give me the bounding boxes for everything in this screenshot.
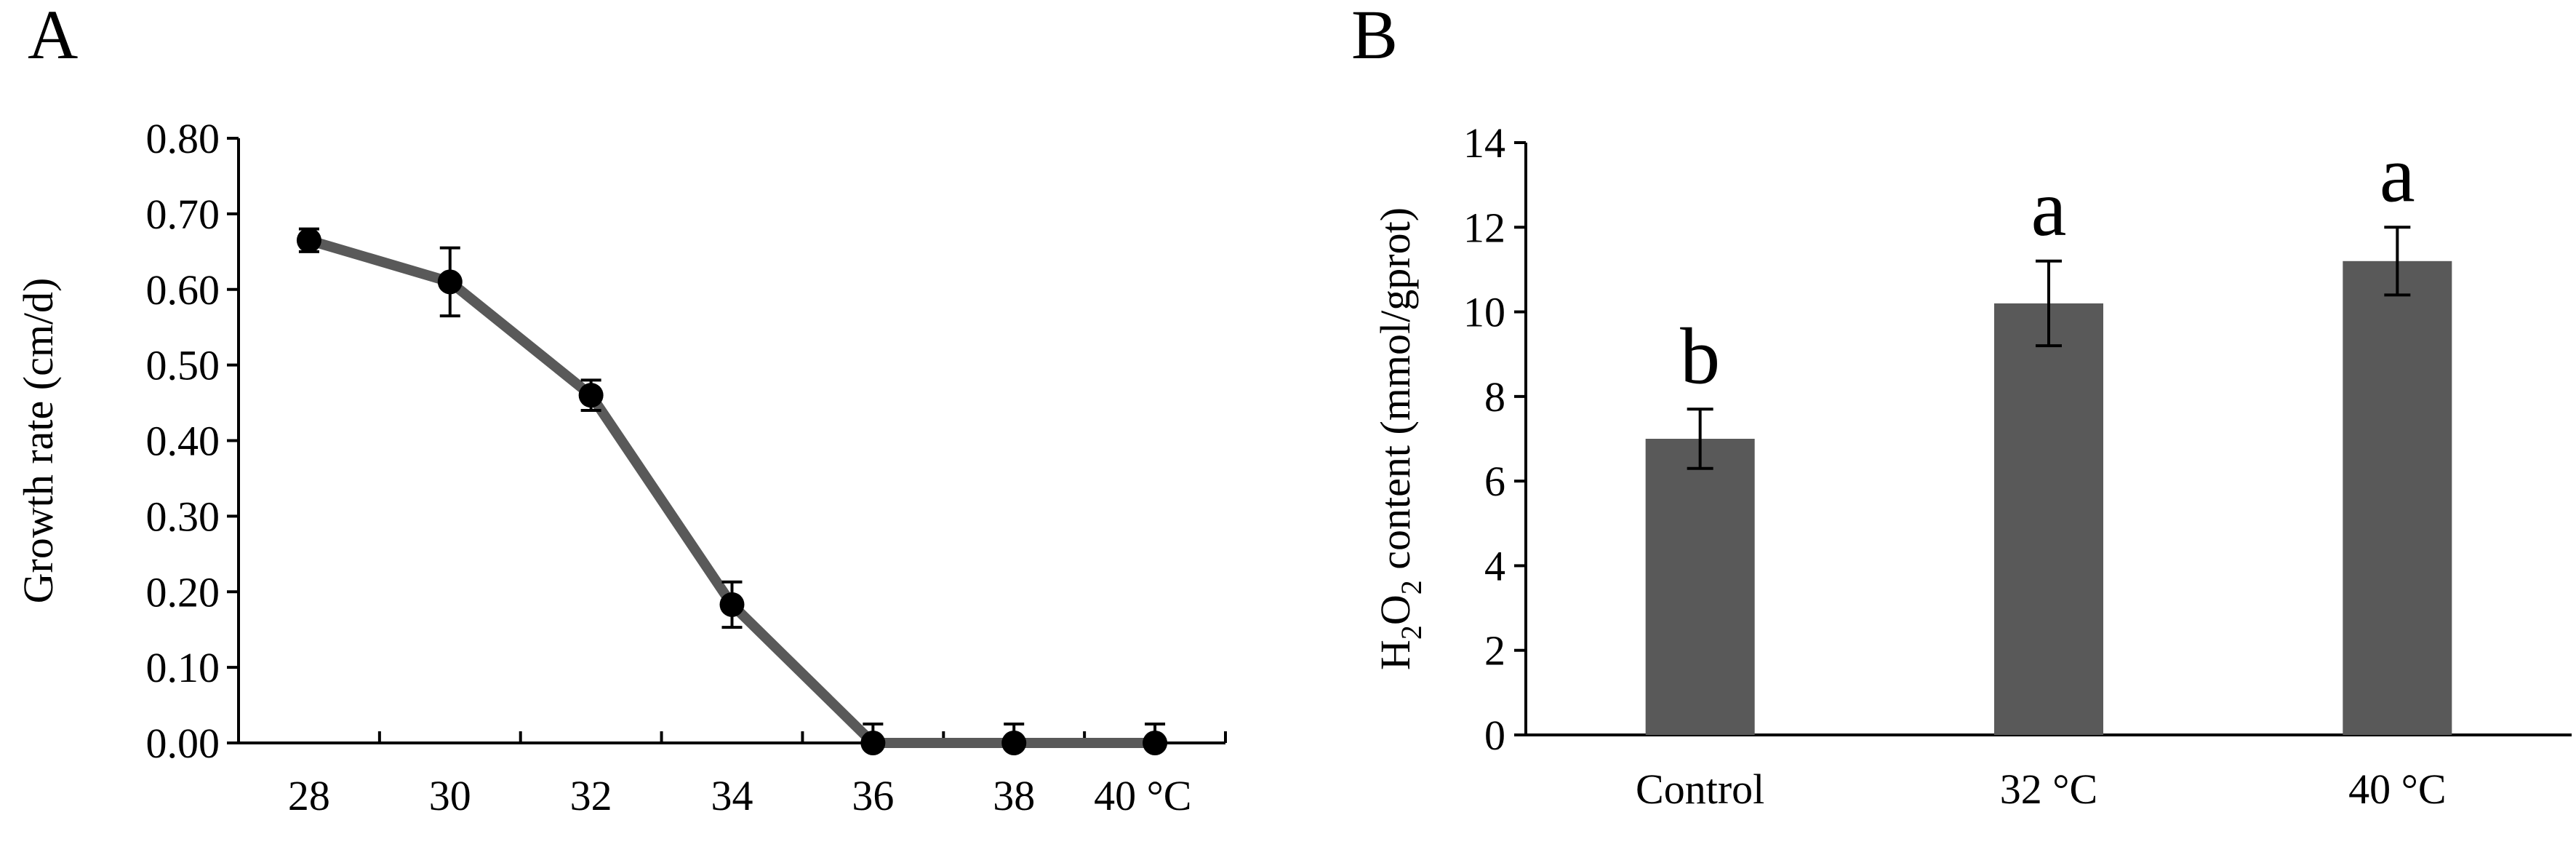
panel-b-y-tick-label: 6 xyxy=(1484,458,1505,505)
panel-b-y-tick-label: 0 xyxy=(1484,712,1505,759)
panel-a-data-point xyxy=(578,383,604,408)
panel-b-y-tick-label: 12 xyxy=(1463,204,1505,251)
panel-a-x-tick-label: 38 xyxy=(993,772,1035,819)
panel-b-y-tick-label: 2 xyxy=(1484,627,1505,675)
panel-b-y-tick-label: 14 xyxy=(1463,119,1505,167)
panel-b-x-tick-label: Control xyxy=(1636,766,1764,813)
panel-a-y-axis-label: Growth rate (cm/d) xyxy=(15,278,62,604)
panel-a-x-tick-label: 32 xyxy=(570,772,612,819)
panel-a-x-tick-label: 40 °C xyxy=(1094,772,1191,819)
panel-b-y-tick-label: 10 xyxy=(1463,289,1505,336)
panel-a-x-tick-label: 28 xyxy=(288,772,330,819)
panel-b-y-axis-label: H2O2 content (mmol/gprot) xyxy=(1372,207,1428,670)
panel-b-label: B xyxy=(1351,0,1398,73)
panel-a-series-line xyxy=(307,235,1156,748)
panel-a-y-tick-label: 0.40 xyxy=(146,418,220,465)
panel-a-x-tick-label: 34 xyxy=(711,772,753,819)
panel-a-y-tick-label: 0.80 xyxy=(146,115,220,162)
panel-b-significance-letter: a xyxy=(2031,164,2067,252)
panel-b-bar xyxy=(2343,261,2452,735)
panel-b-y-tick-label: 4 xyxy=(1484,542,1505,589)
panel-a-y-tick-label: 0.30 xyxy=(146,493,220,540)
panel-a-data-point xyxy=(1143,731,1168,755)
panel-a-growth-rate-chart: A Growth rate (cm/d) 0.00 0.10 0.20 0.30 0.4… xyxy=(15,0,1227,819)
panel-b-x-tick-label: 40 °C xyxy=(2348,766,2446,813)
panel-a-label: A xyxy=(28,0,78,73)
panel-a-axes: 0.00 0.10 0.20 0.30 0.40 0.50 0.60 0.70 0.80 28 30… xyxy=(146,115,1227,819)
panel-a-y-tick-label: 0.50 xyxy=(146,342,220,389)
panel-a-data-point xyxy=(1001,731,1027,755)
panel-a-x-tick-label: 36 xyxy=(852,772,894,819)
panel-a-data-point xyxy=(296,228,321,253)
panel-a-y-tick-label: 0.10 xyxy=(146,644,220,691)
panel-a-data-point xyxy=(860,731,886,755)
panel-a-y-tick-label: 0.00 xyxy=(146,720,220,767)
panel-b-bar xyxy=(1645,439,1755,735)
panel-b-h2o2-bar-chart: B H2O2 content (mmol/gprot) 0 2 4 6 8 10 12 14 C… xyxy=(1351,0,2572,813)
panel-a-y-tick-label: 0.60 xyxy=(146,266,220,314)
panel-a-data-point xyxy=(437,269,463,295)
panel-b-x-tick-label: 32 °C xyxy=(2000,766,2097,813)
panel-b-bar xyxy=(1994,303,2103,735)
panel-a-y-tick-label: 0.20 xyxy=(146,568,220,616)
panel-a-data-point xyxy=(719,592,745,617)
panel-a-x-tick-label: 30 xyxy=(429,772,471,819)
panel-b-significance-letter: a xyxy=(2380,130,2415,218)
panel-b-bars: b a a xyxy=(1645,130,2452,735)
panel-a-series xyxy=(296,227,1168,755)
panel-b-y-tick-label: 8 xyxy=(1484,373,1505,421)
panel-b-significance-letter: b xyxy=(1680,311,1720,400)
panel-a-y-tick-label: 0.70 xyxy=(146,191,220,238)
